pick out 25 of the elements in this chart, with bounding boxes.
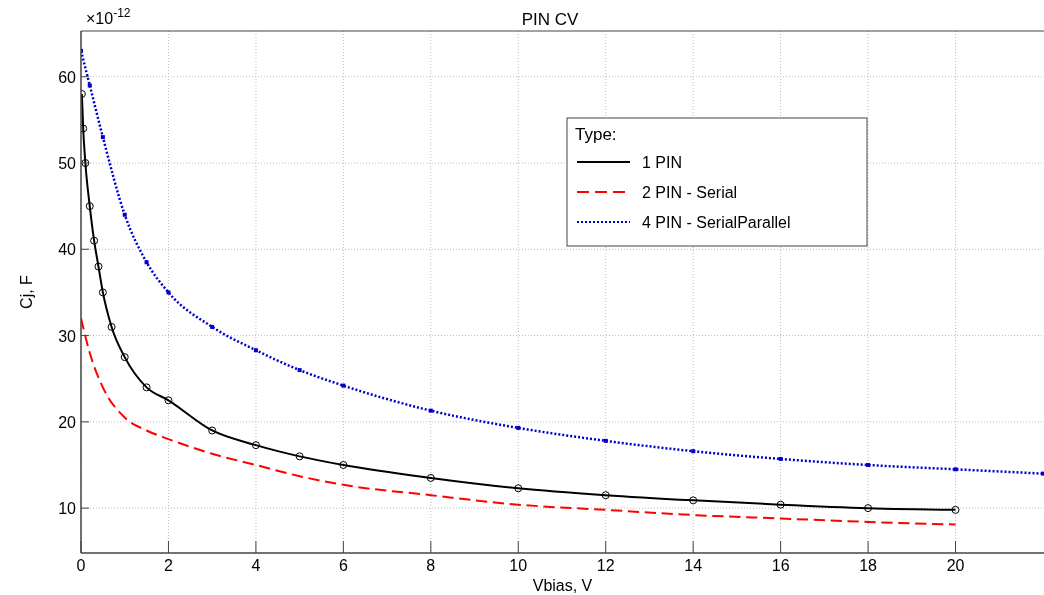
y-tick-label: 20 [58, 413, 77, 431]
x-tick-label: 2 [164, 557, 173, 574]
legend-title: Type: [575, 125, 617, 144]
x-tick-label: 0 [76, 557, 86, 574]
y-tick-label: 60 [58, 68, 77, 86]
legend-label: 4 PIN - SerialParallel [642, 214, 791, 231]
y-tick-label: 40 [58, 241, 77, 259]
legend-label: 1 PIN [642, 154, 683, 171]
x-tick-label: 18 [859, 557, 878, 574]
chart-title: PIN CV [521, 10, 579, 29]
x-tick-label: 14 [684, 557, 703, 574]
x-tick-label: 6 [338, 557, 348, 574]
x-axis-title: Vbias, V [532, 577, 593, 594]
y-axis-title: Cj, F [18, 274, 35, 309]
y-tick-label: 30 [58, 327, 77, 345]
x-tick-label: 4 [251, 557, 261, 574]
x-tick-label: 20 [946, 557, 965, 574]
y-tick-label: 50 [58, 155, 77, 173]
y-tick-label: 10 [58, 500, 77, 518]
x-tick-label: 16 [771, 557, 790, 574]
x-tick-label: 12 [596, 557, 615, 574]
x-tick-label: 10 [509, 557, 528, 574]
text: ×10$^{-12}$ [86, 6, 131, 27]
x-tick-label: 8 [426, 557, 436, 574]
legend-label: 2 PIN - Serial [642, 184, 738, 201]
